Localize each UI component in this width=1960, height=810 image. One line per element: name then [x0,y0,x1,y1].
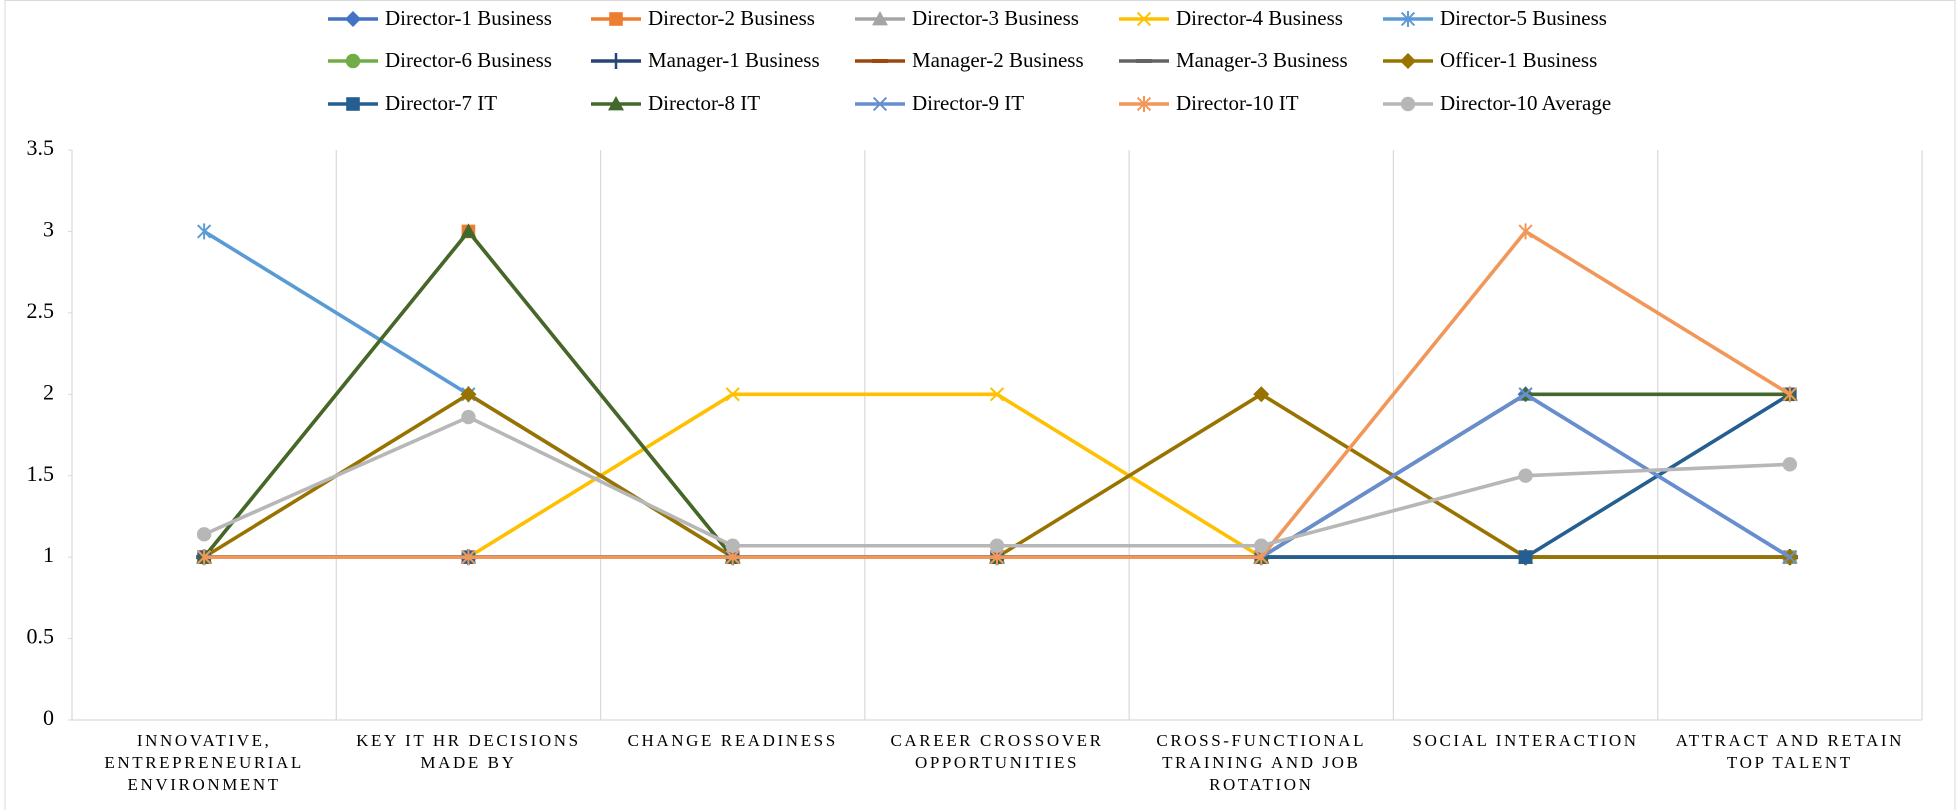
legend-label: Director-8 IT [648,91,760,115]
legend-label: Director-6 Business [385,48,552,72]
marker [1518,550,1533,564]
legend-item: Director-10 IT [1119,91,1299,115]
y-tick-label: 3 [43,216,54,241]
y-tick-label: 1 [43,542,54,567]
legend-label: Director-5 Business [1440,6,1607,30]
marker [725,387,740,402]
marker [1782,386,1797,403]
legend-item: Director-8 IT [591,91,760,115]
x-tick-label: INNOVATIVE, ENTREPRENEURIAL ENVIRONMENT [104,731,304,794]
marker [1400,53,1416,69]
legend-item: Director-5 Business [1383,6,1607,30]
legend-label: Director-1 Business [385,6,552,30]
marker [608,96,624,111]
marker [1782,457,1798,472]
legend-item: Director-1 Business [328,6,552,30]
legend-item: Director-9 IT [855,91,1024,115]
marker [1136,11,1152,27]
marker [346,97,360,111]
marker [1518,387,1533,402]
x-tick-label: KEY IT HR DECISIONS MADE BY [356,731,581,772]
y-tick-label: 2.5 [27,298,55,323]
marker [197,549,212,566]
marker [1254,538,1269,553]
marker [1400,11,1416,27]
marker [1253,386,1270,403]
marker [1518,223,1533,240]
x-tick-label: CAREER CROSSOVER OPPORTUNITIES [890,731,1104,772]
marker [196,527,212,542]
x-tick-label: CROSS-FUNCTIONAL TRAINING AND JOB ROTATI… [1156,731,1367,794]
legend-label: Director-2 Business [648,6,815,30]
x-tick-label: SOCIAL INTERACTION [1412,731,1639,750]
marker [197,223,212,240]
marker [1400,96,1416,112]
legend-item: Director-7 IT [328,91,497,115]
legend-label: Manager-2 Business [912,48,1084,72]
y-tick-label: 0 [43,705,54,730]
series [197,223,1797,566]
marker [872,96,888,112]
legend-label: Director-4 Business [1176,6,1343,30]
legend-label: Officer-1 Business [1440,48,1597,72]
marker [460,386,477,403]
y-tick-label: 1.5 [27,461,55,486]
legend-item: Director-3 Business [855,6,1079,30]
y-tick-label: 0.5 [27,624,55,649]
x-tick-label: CHANGE READINESS [627,731,838,750]
marker [989,387,1005,402]
legend-item: Director-6 Business [328,48,552,72]
legend-item: Director-4 Business [1119,6,1343,30]
marker [872,11,888,26]
legend-item: Director-10 Average [1383,91,1611,115]
legend-label: Manager-1 Business [648,48,820,72]
legend-label: Manager-3 Business [1176,48,1348,72]
y-tick-label: 2 [43,379,54,404]
marker [608,53,624,69]
series [196,409,1798,553]
marker [461,549,476,566]
y-tick-label: 3.5 [27,135,55,160]
chart-border [4,0,1956,810]
marker [345,53,361,69]
legend-item: Director-2 Business [591,6,815,30]
legend-label: Director-9 IT [912,91,1024,115]
x-tick-label: ATTRACT AND RETAIN TOP TALENT [1675,731,1905,772]
series-line [203,415,1790,548]
marker [725,538,740,553]
marker [1136,96,1152,112]
legend-item: Officer-1 Business [1383,48,1597,72]
legend-label: Director-10 IT [1176,91,1299,115]
marker [609,12,623,26]
legend-item: Manager-1 Business [591,48,820,72]
marker [989,538,1005,553]
legend-item: Manager-2 Business [855,48,1084,72]
marker [461,409,476,425]
legend-label: Director-3 Business [912,6,1079,30]
marker [460,223,477,238]
legend-label: Director-10 Average [1440,91,1611,115]
marker [1782,550,1797,565]
marker [1518,468,1533,483]
legend-label: Director-7 IT [385,91,497,115]
legend-item: Manager-3 Business [1119,48,1348,72]
marker [345,11,361,27]
